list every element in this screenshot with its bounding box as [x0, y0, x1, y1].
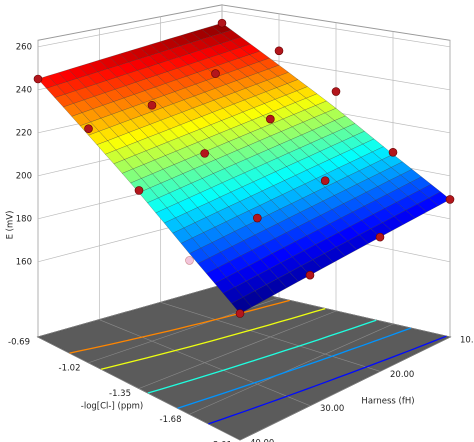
- data-point: [211, 69, 220, 78]
- x-tick-label: -1.02: [59, 363, 81, 373]
- data-point: [305, 270, 315, 280]
- data-point: [134, 186, 144, 195]
- data-point: [217, 18, 227, 28]
- z-tick-label: 200: [16, 171, 32, 181]
- data-point: [33, 74, 43, 84]
- y-tick-label: 20.00: [390, 370, 414, 380]
- contour: [177, 327, 412, 409]
- contour: [147, 319, 377, 394]
- x-tick-label: -0.69: [8, 338, 30, 348]
- x-tick-label: -2.01: [210, 441, 232, 442]
- z-tick-label: 260: [16, 42, 32, 52]
- data-point: [84, 124, 93, 133]
- y-tick-label: 30.00: [320, 404, 344, 414]
- contour: [208, 335, 447, 425]
- x-axis-title: -log[Cl-] (ppm): [81, 402, 143, 412]
- z-axis-title: E (mV): [6, 211, 16, 240]
- data-point: [331, 87, 341, 96]
- contour: [69, 299, 290, 354]
- data-point: [274, 46, 284, 56]
- x-tick-label: -1.68: [160, 415, 182, 425]
- floor-grid-line: [99, 319, 311, 406]
- data-point: [320, 176, 330, 185]
- data-point: [388, 147, 398, 157]
- data-point: [375, 232, 385, 242]
- floor-grid-line: [239, 336, 451, 441]
- floor-grid-line: [37, 336, 241, 441]
- data-point: [185, 256, 194, 265]
- data-point: [253, 213, 262, 223]
- contour: [100, 307, 326, 370]
- z-tick-label: 160: [16, 257, 32, 267]
- z-tick-label: 220: [16, 128, 32, 138]
- floor-grid-line: [138, 310, 337, 389]
- data-point: [200, 149, 209, 158]
- floor-grid-line: [189, 323, 394, 415]
- z-tick-label: 240: [16, 85, 32, 95]
- data-point: [235, 309, 245, 318]
- y-axis-title: Harness (fH): [361, 397, 414, 407]
- floor-grid-line: [37, 284, 223, 338]
- y-tick-label: 40.00: [250, 439, 274, 442]
- y-tick-label: 10.00: [460, 336, 474, 346]
- z-tick-label: 180: [16, 214, 32, 224]
- data-point: [445, 195, 455, 204]
- data-point: [266, 114, 275, 124]
- floor-grid-line: [160, 302, 381, 372]
- data-point: [147, 100, 157, 110]
- x-tick-label: -1.35: [109, 389, 131, 399]
